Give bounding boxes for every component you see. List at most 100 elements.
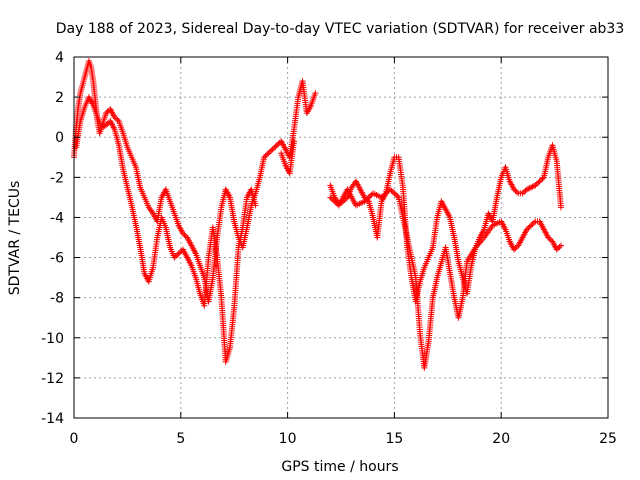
data-point [271,144,278,151]
data-point [330,197,337,204]
data-point [174,251,181,258]
y-tick-label: -10 [41,331,64,347]
data-point [520,189,527,196]
y-tick-label: -4 [50,210,64,226]
data-points-layer [71,58,565,371]
data-point [172,253,179,260]
x-tick-label: 25 [599,431,617,447]
grid-layer [74,57,608,418]
data-point [555,245,562,252]
data-point [365,194,372,201]
data-point [275,140,282,147]
data-point [273,142,280,149]
data-point [387,186,394,193]
data-point [532,182,539,189]
data-point [523,186,530,193]
data-point [103,110,110,117]
data-point [529,221,536,228]
data-point [511,186,518,193]
data-point [553,246,560,253]
data-point [100,123,107,130]
data-point [266,148,273,155]
plot-frame [73,56,609,419]
data-point [392,191,399,198]
data-point [525,225,532,232]
data-point [533,181,540,188]
y-tick-label: -2 [50,170,64,186]
data-point [513,189,520,196]
chart-title: Day 188 of 2023, Sidereal Day-to-day VTE… [56,21,625,37]
data-point [536,178,543,185]
y-tick-label: -12 [41,371,64,387]
data-point [177,249,184,256]
data-point [526,223,533,230]
data-point [512,245,519,252]
data-point [263,151,270,158]
data-point [361,198,368,205]
data-point [367,193,374,200]
data-point [556,243,563,250]
data-point [113,115,120,122]
y-tick-label: -14 [41,411,64,427]
data-point [261,154,268,161]
data-point [529,183,536,190]
x-tick-label: 0 [70,431,79,447]
data-point [525,185,532,192]
data-point [546,235,553,242]
data-point [545,234,552,241]
data-point [111,114,118,121]
data-point [98,124,105,131]
data-point [378,194,385,201]
data-point [175,250,182,257]
y-tick-label: -8 [50,291,64,307]
data-point [104,120,111,127]
data-point [388,187,395,194]
x-tick-label: 20 [492,431,510,447]
data-point [362,197,369,204]
data-point [380,193,387,200]
data-point [539,175,546,182]
data-point [381,191,388,198]
data-point [530,219,537,226]
data-point [262,152,269,159]
data-point [526,185,533,192]
data-point [538,177,545,184]
data-point [327,194,334,201]
data-point [265,150,272,157]
data-point [312,90,319,97]
data-point [179,230,186,237]
data-point [269,146,276,153]
data-point [291,138,298,145]
data-point [523,226,530,233]
x-tick-label: 5 [176,431,185,447]
data-point [519,190,526,197]
y-tick-label: 4 [55,50,64,66]
data-point [252,202,259,209]
x-axis-label: GPS time / hours [281,459,398,475]
data-point [384,189,391,196]
y-tick-label: 0 [55,130,64,146]
data-point [171,254,178,261]
data-point [328,195,335,202]
data-point [104,108,111,115]
data-point [382,190,389,197]
data-point [558,242,565,249]
data-point [512,187,519,194]
data-point [333,199,340,206]
data-point [103,122,110,129]
data-point [268,147,275,154]
data-point [114,116,121,123]
data-point [331,198,338,205]
data-point [389,189,396,196]
data-point [511,246,518,253]
data-point [528,184,535,191]
data-point [181,231,188,238]
y-tick-label: -6 [50,251,64,267]
data-point [528,222,535,229]
x-tick-label: 10 [279,431,297,447]
y-axis-label: SDTVAR / TECUs [7,181,23,296]
y-tick-label: 2 [55,90,64,106]
data-point [394,193,401,200]
